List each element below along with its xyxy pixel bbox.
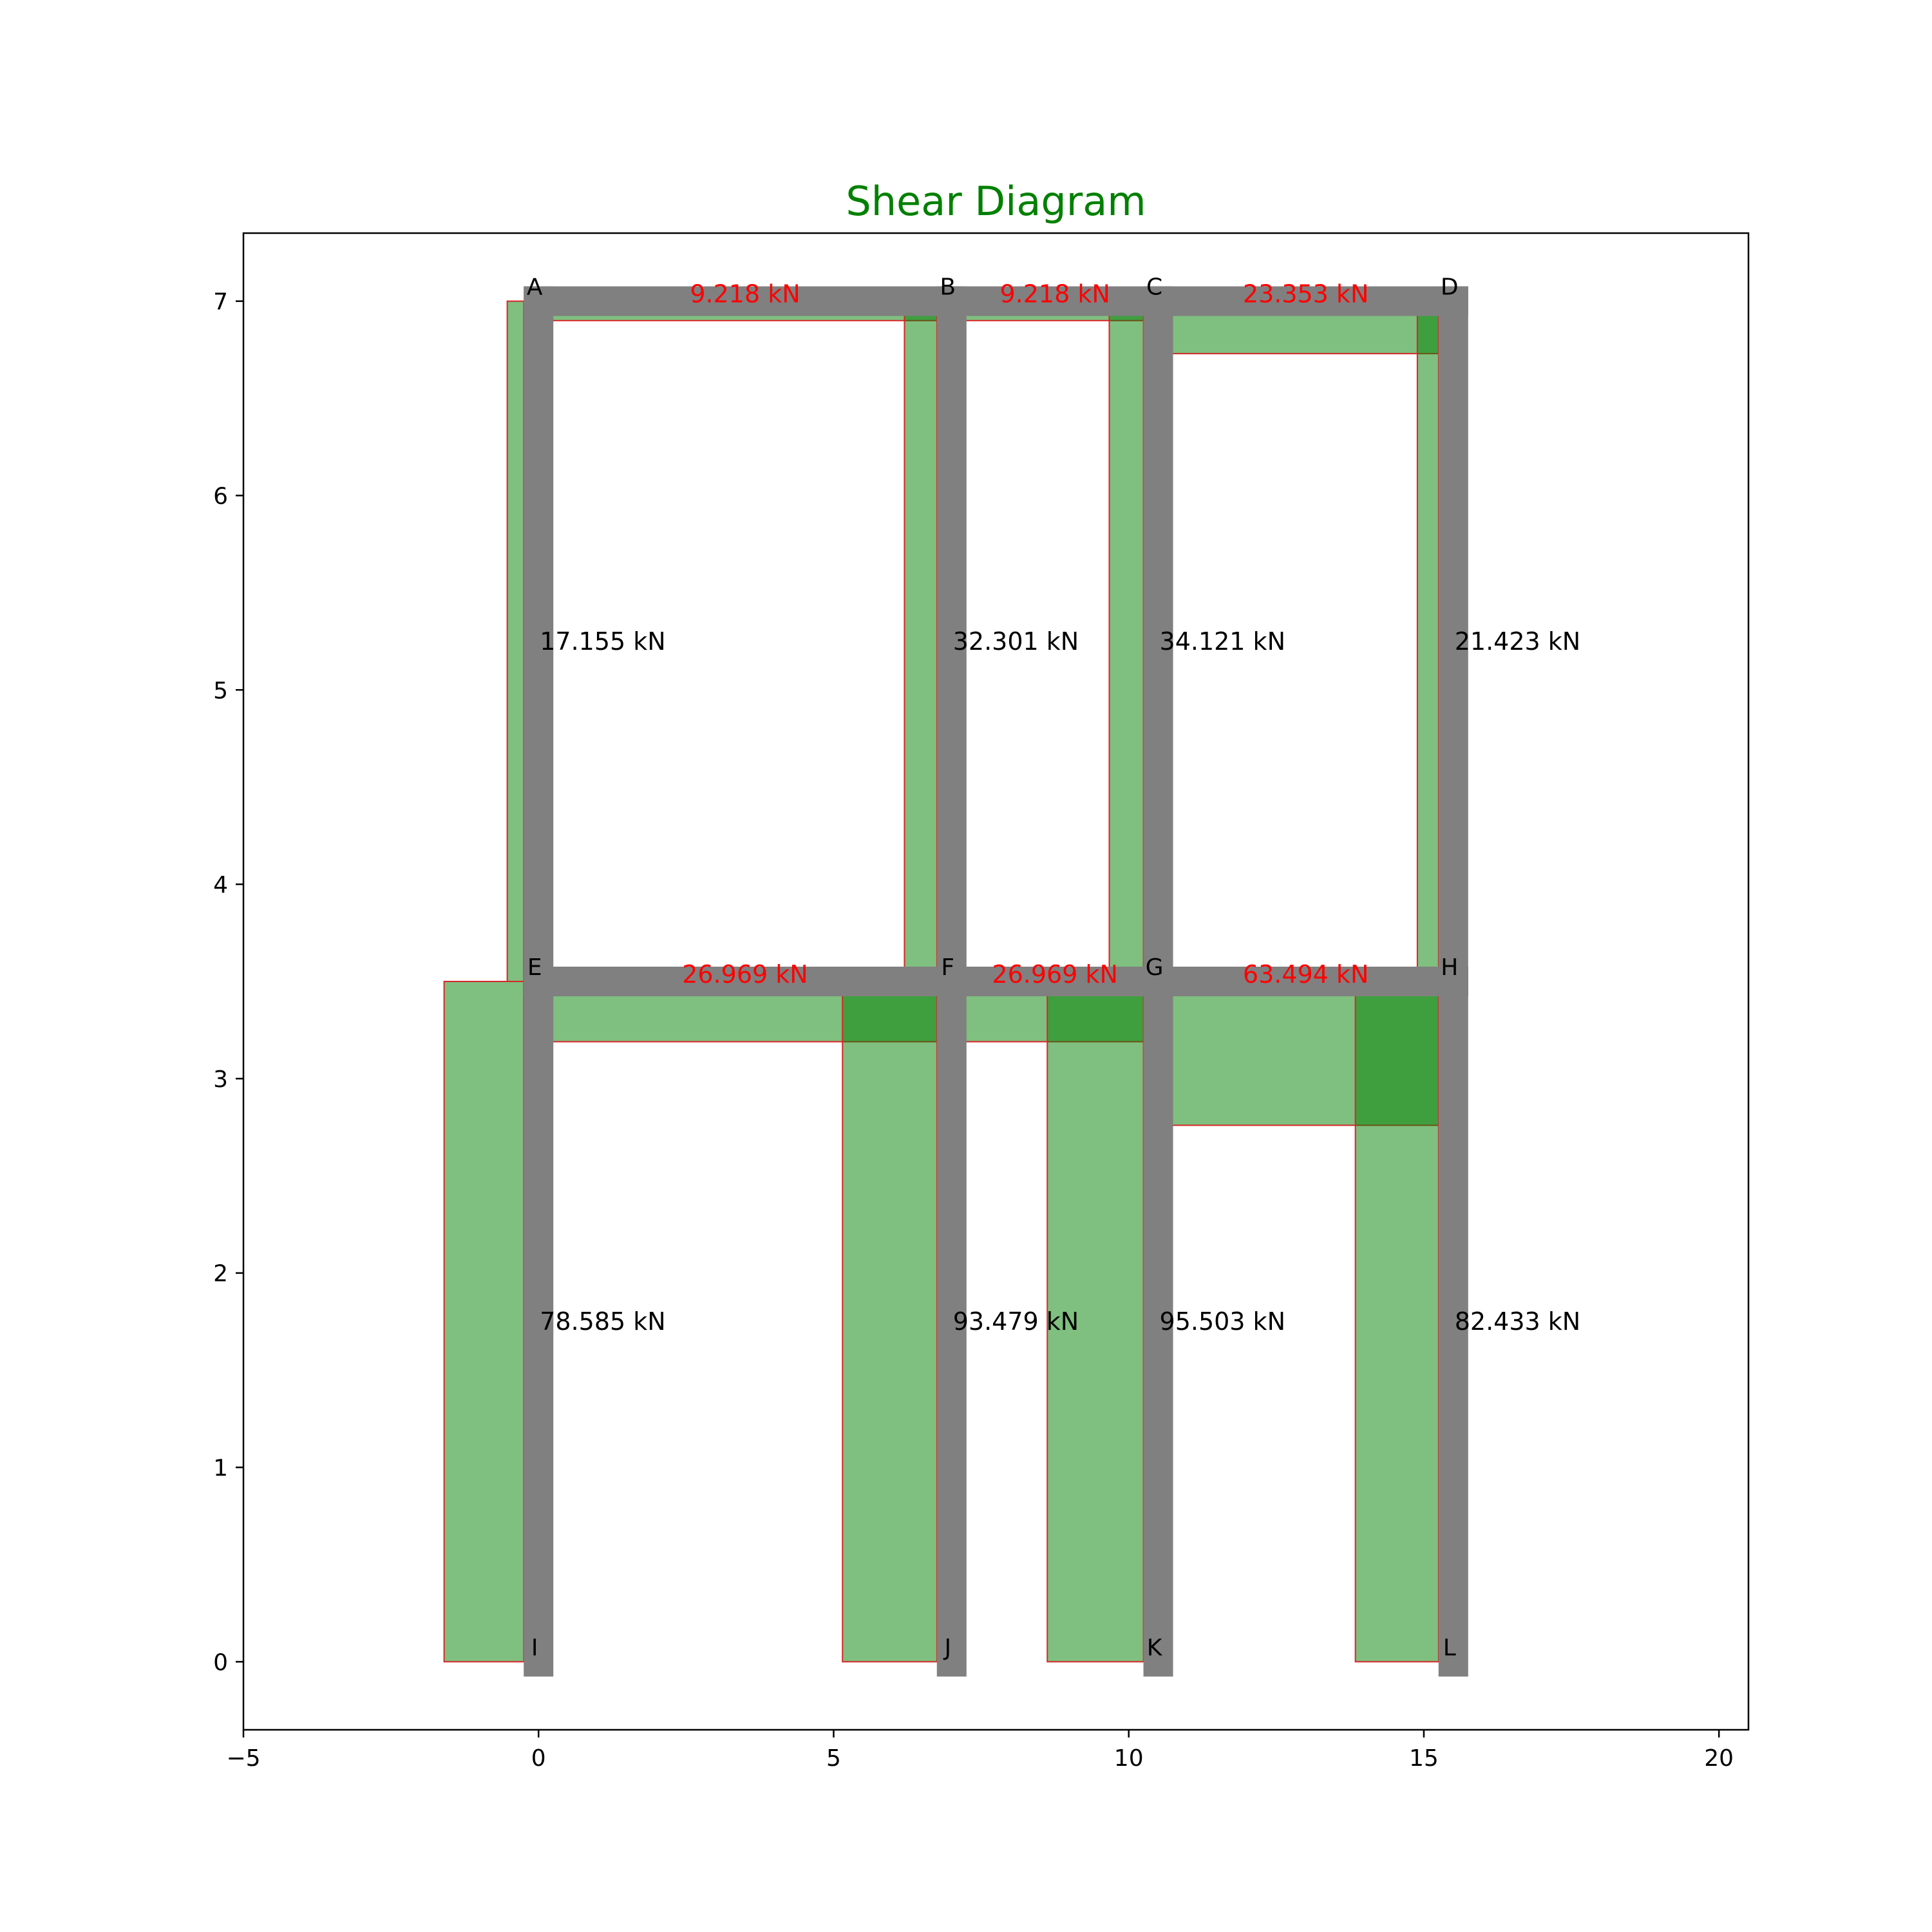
beam-shear-label-AB: 9.218 kN <box>690 280 800 308</box>
node-label-C: C <box>1146 274 1162 301</box>
y-tick-label: 1 <box>213 1455 228 1482</box>
axes-layer: −5 0 5 10 15 20 0 1 2 3 4 5 6 7 <box>213 289 1734 1772</box>
column-shear-fill-DH <box>1416 300 1439 982</box>
column-shear-fill-CG <box>1108 300 1144 982</box>
column-shear-fill-EI <box>443 981 525 1663</box>
beam-shear-label-CD: 23.353 kN <box>1243 280 1368 308</box>
beam-shear-label-FG: 26.969 kN <box>992 960 1117 989</box>
y-tick-label: 3 <box>213 1066 228 1093</box>
node-label-H: H <box>1441 954 1458 981</box>
node-label-J: J <box>943 1634 951 1661</box>
y-tick-label: 4 <box>213 872 228 898</box>
y-tick-label: 5 <box>213 677 228 704</box>
column-shear-fill-FJ <box>842 981 938 1663</box>
y-tick-label: 6 <box>213 483 228 509</box>
column-shear-label-GK: 95.503 kN <box>1160 1307 1285 1336</box>
column-shear-label-EI: 78.585 kN <box>540 1307 665 1336</box>
x-tick-label: 20 <box>1704 1745 1734 1772</box>
node-label-L: L <box>1443 1634 1456 1661</box>
y-tick-label: 7 <box>213 289 228 316</box>
node-label-D: D <box>1441 274 1459 301</box>
column-shear-label-DH: 21.423 kN <box>1455 627 1580 656</box>
x-tick-label: −5 <box>226 1745 260 1772</box>
column-shear-fill-GK <box>1046 981 1144 1663</box>
node-label-A: A <box>527 274 543 301</box>
x-tick-label: 10 <box>1114 1745 1144 1772</box>
frame-members-layer <box>524 286 1468 1677</box>
column-shear-fill-HL <box>1354 981 1439 1663</box>
x-tick-label: 5 <box>826 1745 841 1772</box>
column-shear-label-FJ: 93.479 kN <box>953 1307 1079 1336</box>
node-label-B: B <box>940 274 956 301</box>
x-tick-label: 15 <box>1409 1745 1439 1772</box>
node-label-E: E <box>527 954 542 981</box>
x-tick-label: 0 <box>531 1745 546 1772</box>
node-label-K: K <box>1147 1634 1163 1661</box>
column-shear-label-HL: 82.433 kN <box>1455 1307 1580 1336</box>
node-label-F: F <box>941 954 954 981</box>
plot-area-frame <box>242 232 1750 1731</box>
column-shear-label-BF: 32.301 kN <box>953 627 1079 656</box>
column-shear-fill-AE <box>506 300 525 982</box>
chart-title: Shear Diagram <box>846 178 1146 225</box>
beam-shear-label-BC: 9.218 kN <box>999 280 1110 308</box>
value-labels-layer: A B C D E F G H I J K L 9.218 kN 9.218 kN 23.353 kN 26.… <box>527 274 1580 1662</box>
beam-shear-label-GH: 63.494 kN <box>1243 960 1368 989</box>
beam-shear-label-EF: 26.969 kN <box>682 960 808 989</box>
y-tick-label: 2 <box>213 1261 228 1287</box>
column-shear-label-CG: 34.121 kN <box>1160 627 1285 656</box>
column-shear-label-AE: 17.155 kN <box>540 627 665 656</box>
node-label-G: G <box>1146 954 1164 981</box>
column-shear-fill-BF <box>904 300 938 982</box>
y-tick-label: 0 <box>213 1649 228 1676</box>
node-label-I: I <box>531 1634 538 1661</box>
